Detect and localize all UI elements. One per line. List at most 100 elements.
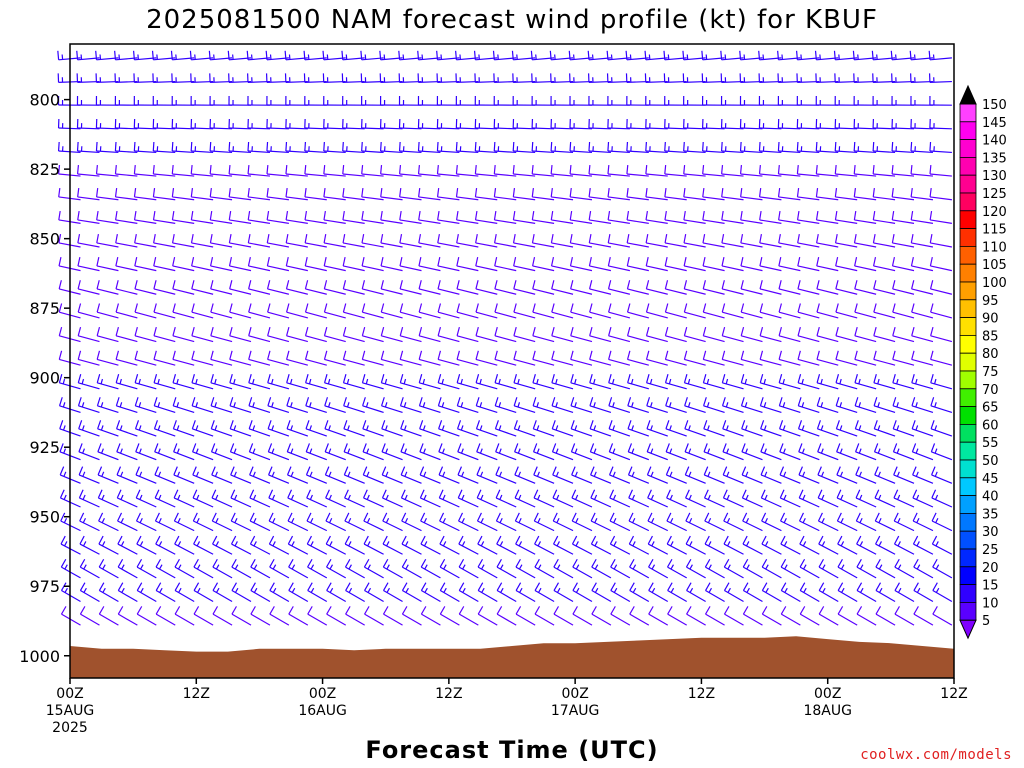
wind-barb (153, 233, 176, 248)
wind-barb (250, 582, 271, 603)
wind-barb (475, 303, 498, 319)
wind-barb (212, 558, 233, 579)
wind-barb (380, 210, 403, 224)
wind-barb (229, 443, 252, 461)
credit-text: coolwx.com/models (860, 747, 1012, 763)
wind-barb (326, 558, 347, 579)
wind-barb (721, 233, 744, 248)
colorbar-label: 130 (982, 169, 1007, 184)
wind-barb (834, 141, 858, 154)
wind-barb (664, 303, 687, 319)
wind-barb (343, 466, 365, 484)
wind-barb (683, 96, 706, 106)
colorbar-label: 20 (982, 561, 999, 576)
wind-barb (210, 420, 233, 437)
wind-barb (193, 582, 214, 603)
wind-barb (666, 512, 687, 532)
wind-barb (342, 210, 365, 224)
wind-barb (514, 512, 536, 532)
wind-barb (269, 558, 290, 579)
wind-barb (607, 210, 630, 224)
wind-barb (494, 350, 517, 366)
wind-barb (343, 397, 365, 414)
wind-barb (797, 397, 820, 414)
wind-barb (512, 233, 536, 248)
wind-barb (836, 466, 858, 484)
wind-barb (686, 606, 706, 626)
wind-barb (590, 466, 612, 484)
wind-barb (210, 350, 233, 366)
wind-barb (685, 512, 706, 532)
wind-barb (873, 326, 896, 343)
wind-barb (345, 606, 365, 626)
wind-barb (174, 535, 195, 555)
wind-barb (477, 606, 498, 626)
wind-barb (231, 606, 252, 626)
wind-barb (721, 257, 744, 272)
wind-barb (117, 558, 138, 579)
wind-barb (95, 96, 119, 106)
wind-barb (456, 280, 479, 295)
wind-barb (588, 118, 611, 130)
wind-barb (701, 118, 725, 130)
wind-barb (532, 397, 555, 414)
wind-barb (76, 141, 100, 154)
wind-barb (894, 606, 915, 626)
wind-barb (872, 233, 896, 248)
wind-barb (475, 233, 498, 248)
wind-barb (248, 326, 271, 343)
wind-barb (77, 326, 100, 343)
wind-barb (534, 606, 555, 626)
wind-barb (910, 164, 934, 177)
wind-barb (588, 164, 611, 177)
wind-barb (647, 535, 669, 555)
wind-barb (739, 96, 763, 106)
wind-barb (380, 187, 403, 201)
wind-barb (930, 326, 953, 343)
wind-barb (133, 164, 157, 177)
wind-barb (552, 512, 574, 532)
wind-barb (231, 582, 252, 603)
wind-barb (551, 397, 574, 414)
wind-barb (154, 443, 176, 461)
colorbar-label: 75 (982, 365, 999, 380)
wind-barb (683, 280, 706, 295)
wind-barb (191, 350, 214, 366)
colorbar-label: 40 (982, 490, 999, 505)
wind-barb (589, 420, 612, 437)
wind-barb (873, 350, 896, 366)
wind-barb (493, 187, 517, 201)
wind-barb (474, 118, 498, 130)
wind-barb (856, 558, 877, 579)
wind-barb (212, 535, 233, 555)
wind-barb (77, 210, 100, 224)
wind-barb (96, 210, 119, 224)
wind-barb (456, 350, 479, 366)
wind-barb (248, 397, 271, 414)
wind-barb (892, 397, 915, 414)
wind-barb (250, 558, 271, 579)
wind-barb (856, 535, 877, 555)
wind-barb (344, 535, 365, 555)
wind-barb (912, 489, 934, 508)
wind-barb (590, 489, 612, 508)
wind-barb (209, 187, 233, 201)
wind-barb (777, 118, 801, 130)
colorbar-label: 10 (982, 596, 999, 611)
colorbar-segment (959, 388, 977, 407)
wind-barb (608, 303, 631, 319)
wind-barb (913, 582, 934, 603)
wind-barb (268, 466, 290, 484)
wind-barb (645, 187, 668, 201)
wind-barb (286, 443, 309, 461)
wind-barb (114, 164, 138, 177)
wind-barb (626, 326, 649, 343)
wind-barb (683, 373, 706, 390)
colorbar-segment (959, 602, 977, 621)
wind-barb (77, 187, 100, 201)
wind-barb (323, 280, 346, 295)
wind-barb (741, 489, 763, 508)
wind-barb (494, 397, 517, 414)
wind-barb (684, 443, 706, 461)
colorbar-label: 100 (982, 276, 1007, 291)
